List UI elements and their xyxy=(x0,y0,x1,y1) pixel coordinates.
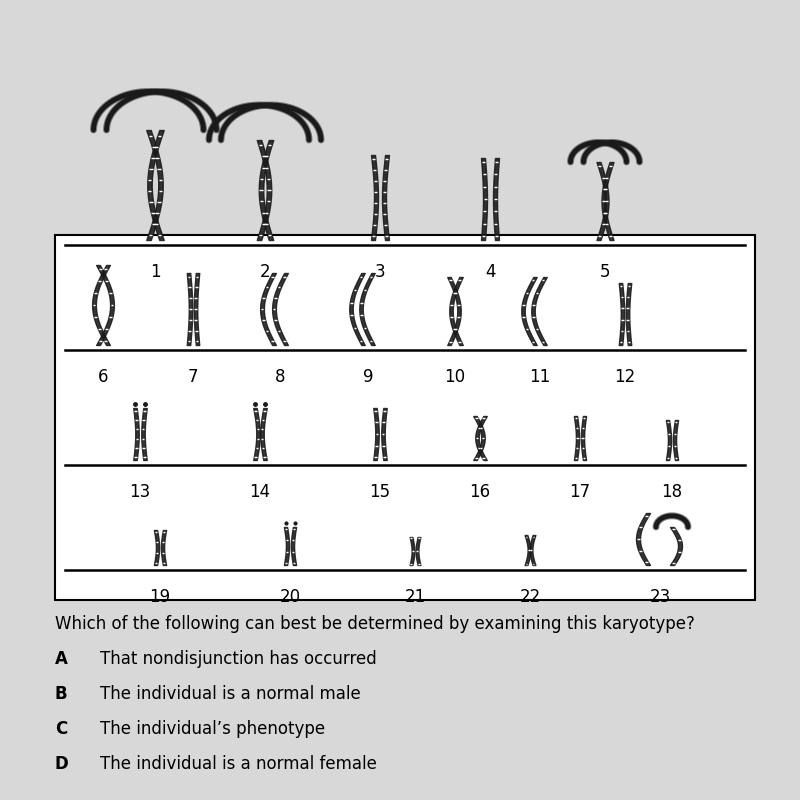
Text: B: B xyxy=(55,685,68,703)
Text: 15: 15 xyxy=(370,483,390,501)
Text: 4: 4 xyxy=(485,263,495,281)
Text: C: C xyxy=(55,720,67,738)
Text: 8: 8 xyxy=(274,368,286,386)
Text: 18: 18 xyxy=(662,483,682,501)
Text: A: A xyxy=(55,650,68,668)
Text: 23: 23 xyxy=(650,588,670,606)
Text: 17: 17 xyxy=(570,483,590,501)
Text: 9: 9 xyxy=(362,368,374,386)
Text: 12: 12 xyxy=(614,368,636,386)
Text: 20: 20 xyxy=(279,588,301,606)
Text: 22: 22 xyxy=(519,588,541,606)
Text: 7: 7 xyxy=(188,368,198,386)
Bar xyxy=(55,235,755,600)
Text: 1: 1 xyxy=(150,263,160,281)
Text: 3: 3 xyxy=(374,263,386,281)
Text: The individual is a normal male: The individual is a normal male xyxy=(100,685,361,703)
Text: 10: 10 xyxy=(445,368,466,386)
Text: 6: 6 xyxy=(98,368,108,386)
Text: 11: 11 xyxy=(530,368,550,386)
Text: 2: 2 xyxy=(260,263,270,281)
Text: 16: 16 xyxy=(470,483,490,501)
Text: 21: 21 xyxy=(404,588,426,606)
Text: The individual’s phenotype: The individual’s phenotype xyxy=(100,720,325,738)
Text: D: D xyxy=(55,755,69,773)
Text: 13: 13 xyxy=(130,483,150,501)
Text: That nondisjunction has occurred: That nondisjunction has occurred xyxy=(100,650,377,668)
Text: Which of the following can best be determined by examining this karyotype?: Which of the following can best be deter… xyxy=(55,615,695,633)
Text: 19: 19 xyxy=(150,588,170,606)
Text: The individual is a normal female: The individual is a normal female xyxy=(100,755,377,773)
Text: 14: 14 xyxy=(250,483,270,501)
Text: 5: 5 xyxy=(600,263,610,281)
